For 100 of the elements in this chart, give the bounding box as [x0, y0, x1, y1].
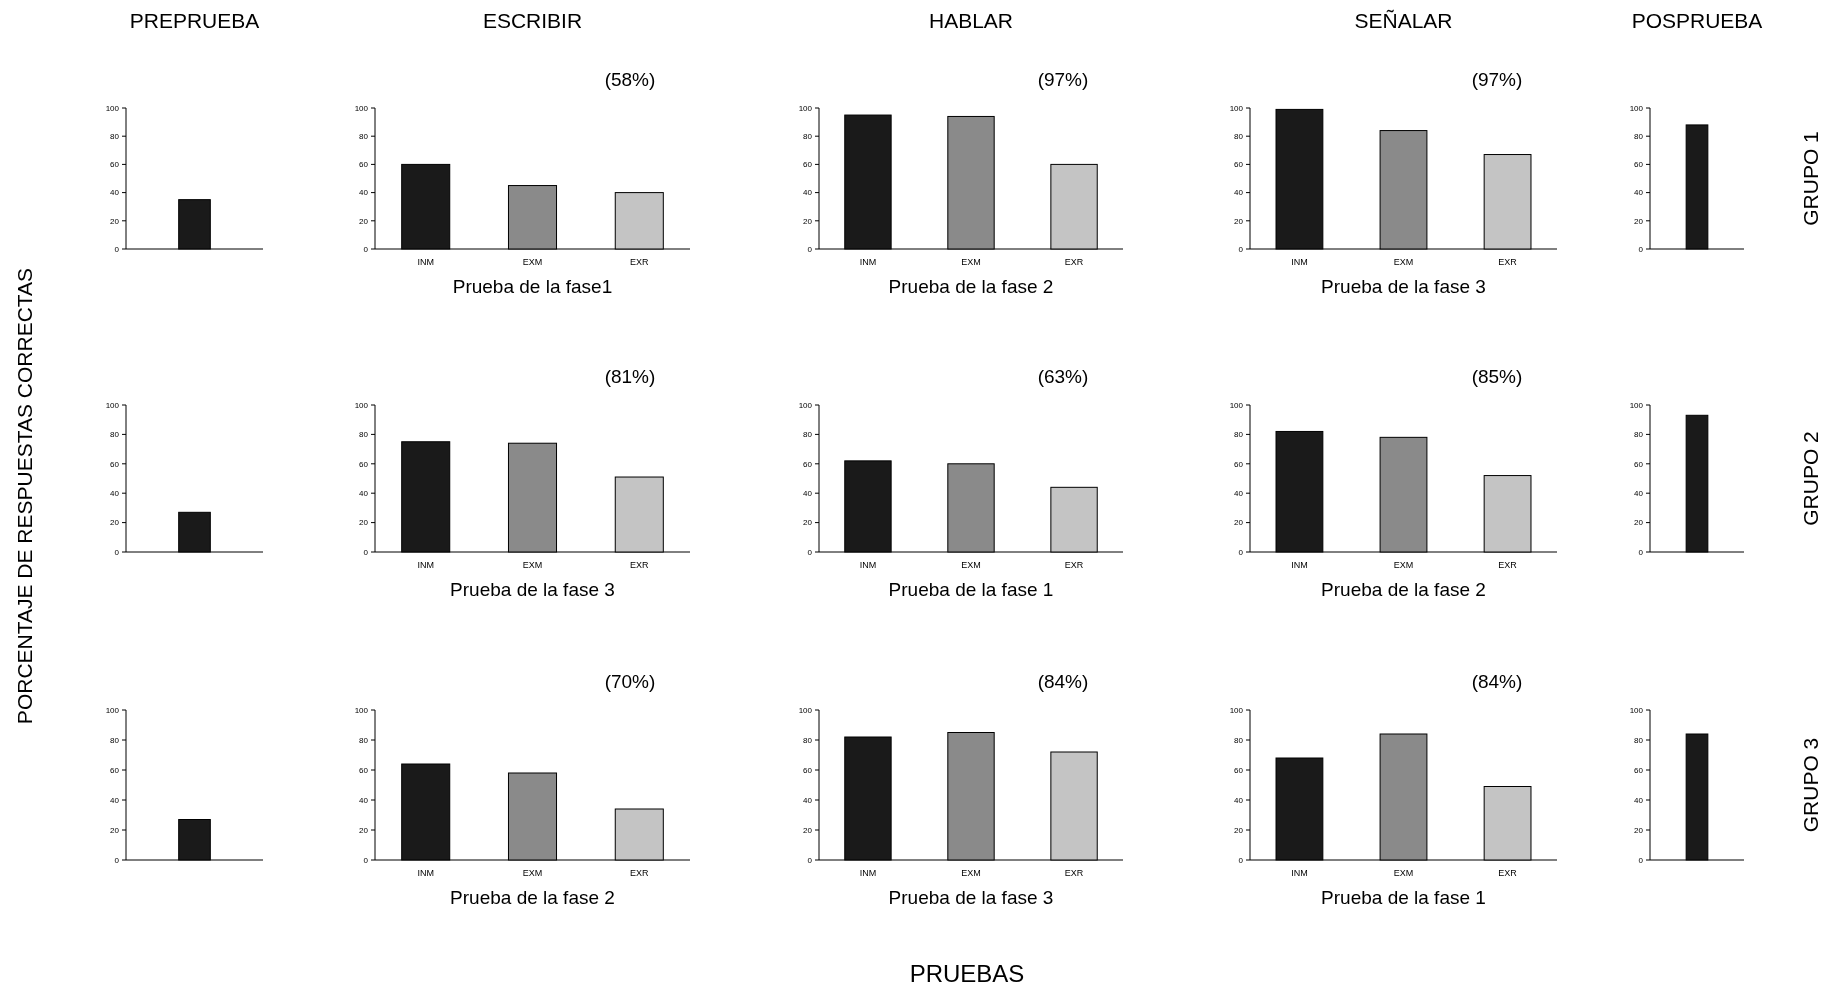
- y-axis-title: PORCENTAJE DE RESPUESTAS CORRECTAS: [13, 267, 36, 725]
- y-tick-label: 60: [110, 459, 120, 469]
- y-tick-label: 60: [803, 765, 813, 775]
- y-tick-label: 20: [110, 518, 120, 528]
- y-tick-label: 40: [803, 489, 813, 498]
- x-tick-label: EXM: [961, 560, 981, 570]
- text: PRUEBAS: [909, 960, 1025, 987]
- y-tick-label: 40: [1234, 489, 1244, 498]
- y-tick-label: 60: [803, 459, 813, 469]
- y-tick-label: 100: [1629, 400, 1644, 410]
- y-tick-label: 0: [114, 855, 120, 865]
- y-tick-label: 100: [1229, 103, 1244, 113]
- y-tick-label: 20: [359, 216, 369, 226]
- y-tick-label: 40: [803, 188, 813, 198]
- chart-title: PREPRUEBA: [129, 9, 260, 32]
- y-tick-label: 60: [803, 160, 813, 170]
- text: (58%): [604, 69, 656, 90]
- y-tick-label: 100: [354, 103, 369, 113]
- y-tick-label: 100: [105, 400, 120, 410]
- y-tick-label: 0: [807, 244, 813, 254]
- y-tick-label: 20: [1634, 518, 1644, 528]
- x-tick-label: INM: [417, 868, 434, 878]
- x-tick-label: EXM: [522, 868, 543, 878]
- y-tick-label: 20: [803, 825, 813, 835]
- y-tick-label: 0: [1238, 547, 1244, 557]
- text: (70%): [604, 671, 656, 692]
- y-tick-label: 20: [110, 825, 120, 835]
- text: (97%): [1037, 69, 1089, 90]
- y-tick-label: 20: [359, 518, 369, 528]
- y-tick-label: 20: [1634, 216, 1644, 226]
- x-axis-title: Prueba de la fase 2: [1321, 579, 1486, 600]
- chart-title: HABLAR: [928, 9, 1014, 32]
- y-tick-label: 80: [1634, 132, 1644, 141]
- y-tick-label: 0: [114, 244, 120, 254]
- y-tick-label: 40: [1634, 795, 1644, 805]
- y-tick-label: 80: [110, 132, 120, 141]
- chart-title: SEÑALAR: [1354, 9, 1453, 32]
- y-tick-label: 80: [1234, 735, 1244, 745]
- x-tick-label: EXR: [630, 868, 650, 878]
- y-tick-label: 40: [110, 795, 120, 805]
- y-tick-label: 100: [1629, 103, 1644, 113]
- y-tick-label: 20: [1234, 216, 1244, 226]
- x-tick-label: INM: [417, 257, 434, 267]
- y-tick-label: 40: [803, 795, 813, 805]
- y-tick-label: 100: [798, 103, 813, 113]
- y-tick-label: 0: [363, 855, 369, 865]
- y-tick-label: 100: [798, 705, 813, 715]
- y-tick-label: 0: [1638, 855, 1644, 865]
- y-tick-label: 80: [359, 430, 369, 440]
- y-tick-label: 60: [359, 160, 369, 170]
- x-tick-label: INM: [1291, 560, 1308, 570]
- text: GRUPO 3: [1799, 737, 1822, 833]
- y-tick-label: 40: [1234, 795, 1244, 805]
- x-tick-label: INM: [1291, 257, 1308, 267]
- y-tick-label: 0: [114, 547, 120, 557]
- y-tick-label: 20: [1234, 825, 1244, 835]
- y-tick-label: 0: [807, 855, 813, 865]
- text: (63%): [1037, 366, 1089, 387]
- y-tick-label: 80: [110, 430, 120, 440]
- y-tick-label: 0: [1638, 244, 1644, 254]
- y-tick-label: 60: [1234, 459, 1244, 469]
- y-tick-label: 60: [359, 459, 369, 469]
- x-axis-title: Prueba de la fase 1: [1321, 887, 1486, 908]
- y-tick-label: 100: [105, 103, 120, 113]
- y-tick-label: 20: [1634, 825, 1644, 835]
- y-tick-label: 100: [1229, 705, 1244, 715]
- y-tick-label: 20: [803, 518, 813, 528]
- y-tick-label: 80: [803, 430, 813, 440]
- x-tick-label: EXR: [1064, 257, 1084, 267]
- x-tick-label: EXR: [630, 257, 650, 267]
- x-tick-label: EXM: [961, 257, 981, 267]
- text: GRUPO 1: [1799, 131, 1822, 226]
- y-tick-label: 20: [1234, 518, 1244, 528]
- y-tick-label: 40: [110, 489, 120, 498]
- y-tick-label: 20: [359, 825, 369, 835]
- x-tick-label: EXR: [1064, 868, 1084, 878]
- y-tick-label: 80: [1234, 132, 1244, 141]
- x-axis-title: Prueba de la fase 3: [888, 887, 1054, 908]
- y-tick-label: 80: [803, 735, 813, 745]
- text: (85%): [1471, 366, 1523, 387]
- y-tick-label: 80: [359, 735, 369, 745]
- chart-title: POSPRUEBA: [1631, 9, 1763, 32]
- y-tick-label: 40: [359, 795, 369, 805]
- y-tick-label: 0: [1238, 244, 1244, 254]
- x-axis-title: Prueba de la fase 2: [450, 887, 615, 908]
- y-tick-label: 0: [363, 547, 369, 557]
- x-axis-title: Prueba de la fase 3: [450, 579, 615, 600]
- x-tick-label: EXR: [1498, 257, 1518, 267]
- text: (84%): [1037, 671, 1089, 692]
- text: (81%): [604, 366, 656, 387]
- x-tick-label: EXM: [1393, 257, 1414, 267]
- y-tick-label: 80: [359, 132, 369, 141]
- y-tick-label: 60: [359, 765, 369, 775]
- y-tick-label: 60: [1234, 160, 1244, 170]
- y-tick-label: 0: [1238, 855, 1244, 865]
- y-tick-label: 0: [807, 547, 813, 557]
- y-tick-label: 40: [1634, 188, 1644, 198]
- x-tick-label: INM: [859, 257, 877, 267]
- x-axis-title: Prueba de la fase 1: [888, 579, 1054, 600]
- y-tick-label: 60: [1634, 765, 1644, 775]
